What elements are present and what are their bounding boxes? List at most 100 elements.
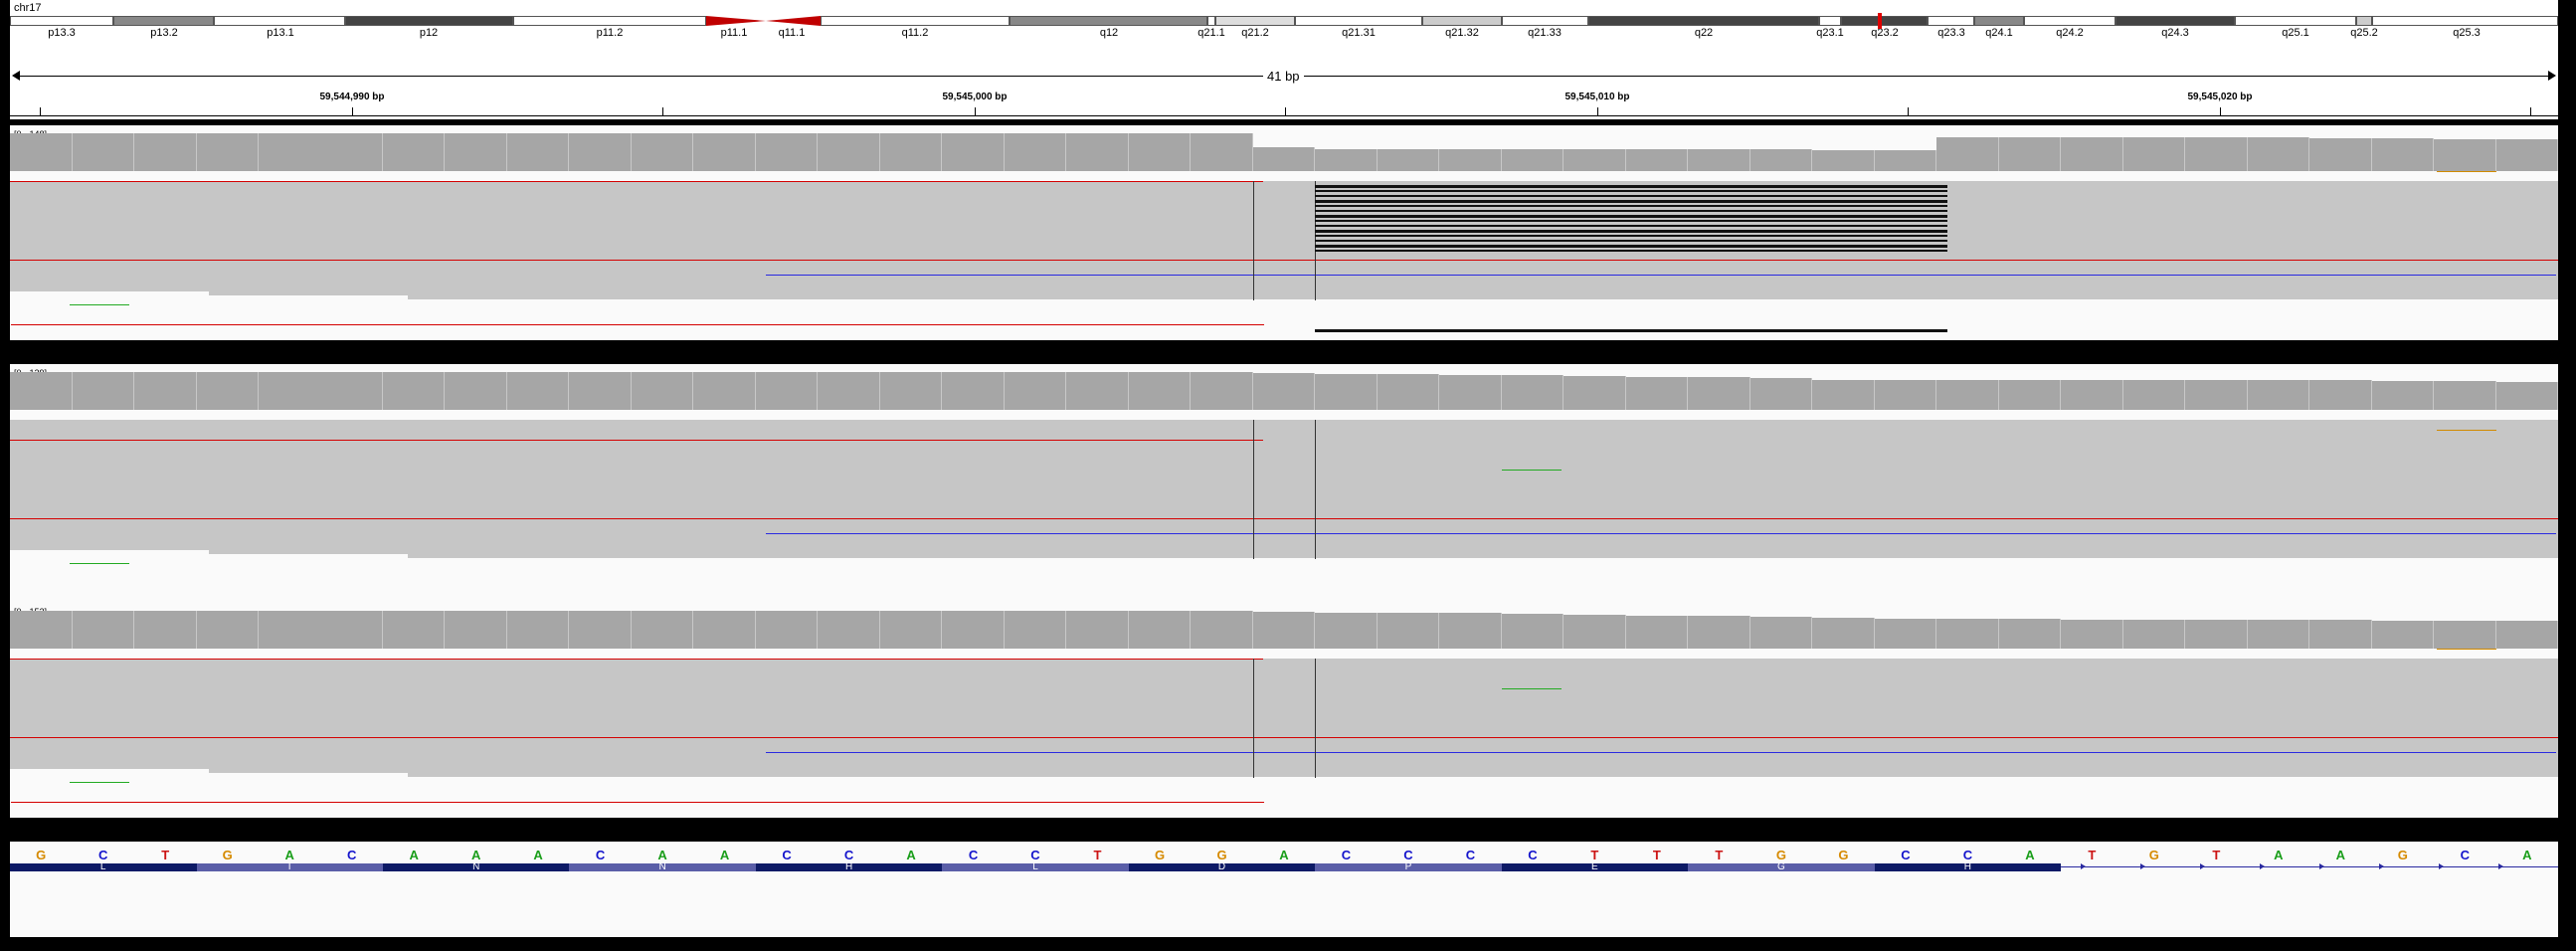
coverage-bar[interactable] [1749, 378, 1813, 410]
deletion-block[interactable] [1315, 245, 1947, 248]
coverage-bar[interactable] [2371, 381, 2434, 410]
gene-exon-codon[interactable] [1315, 863, 1502, 871]
coverage-bar[interactable] [569, 133, 632, 171]
coverage-bar[interactable] [259, 611, 321, 649]
coverage-bar[interactable] [631, 611, 694, 649]
coverage-bar[interactable] [1128, 611, 1192, 649]
coverage-bar[interactable] [72, 611, 134, 649]
gene-exon-codon[interactable] [1501, 863, 1689, 871]
coverage-bar[interactable] [1252, 147, 1316, 171]
coverage-bar[interactable] [2247, 380, 2310, 410]
alignment-track-3[interactable]: [0 - 152] [10, 603, 2558, 818]
band-q24.2[interactable] [2024, 16, 2116, 26]
gene-exon-codon[interactable] [10, 863, 197, 871]
band-q23.1[interactable] [1819, 16, 1841, 26]
coverage-bar[interactable] [10, 611, 73, 649]
coverage-bar[interactable] [879, 611, 943, 649]
band-q12[interactable] [1010, 16, 1207, 26]
deletion-block[interactable] [1315, 220, 1947, 222]
coverage-bar[interactable] [942, 372, 1005, 410]
coverage-bar[interactable] [196, 372, 259, 410]
coverage-bar[interactable] [2061, 380, 2123, 410]
coverage-bar[interactable] [1004, 611, 1067, 649]
band-q21.33[interactable] [1502, 16, 1588, 26]
coverage-bar[interactable] [1315, 374, 1378, 410]
read-stack[interactable] [10, 420, 2558, 541]
coverage-bar[interactable] [72, 133, 134, 171]
coverage-bar[interactable] [1936, 380, 1999, 410]
coverage-bar[interactable] [1749, 149, 1813, 171]
read-stack[interactable] [10, 659, 2558, 760]
coverage-bar[interactable] [1688, 616, 1750, 649]
deletion-block[interactable] [1315, 235, 1947, 237]
gene-exon-codon[interactable] [1128, 863, 1316, 871]
band-q24.3[interactable] [2116, 16, 2235, 26]
coverage-bar[interactable] [1004, 133, 1067, 171]
centromere-p11.1[interactable] [706, 16, 766, 26]
coverage-bar[interactable] [2434, 621, 2496, 649]
coverage-bar[interactable] [1749, 617, 1813, 649]
coverage-bar[interactable] [569, 372, 632, 410]
coverage-bar[interactable] [10, 133, 73, 171]
band-q25.2[interactable] [2356, 16, 2372, 26]
deletion-block[interactable] [1315, 200, 1947, 203]
coverage-bar[interactable] [72, 372, 134, 410]
coverage-bar[interactable] [259, 133, 321, 171]
deletion-block[interactable] [1315, 230, 1947, 233]
coverage-bar[interactable] [1315, 149, 1378, 171]
aligned-read[interactable] [2198, 766, 2558, 777]
coverage-bar[interactable] [2185, 380, 2248, 410]
deletion-block[interactable] [1315, 215, 1947, 218]
coverage-bar[interactable] [382, 372, 446, 410]
read-stack[interactable] [10, 181, 2558, 283]
coverage-bar[interactable] [445, 611, 507, 649]
coverage-bar[interactable] [1998, 619, 2062, 649]
deletion-block[interactable] [1315, 195, 1947, 197]
coverage-bar[interactable] [2247, 137, 2310, 171]
coverage-bar[interactable] [134, 372, 197, 410]
coverage-bar[interactable] [2371, 621, 2434, 649]
coverage-bar[interactable] [1812, 618, 1875, 649]
coverage-bar[interactable] [1625, 377, 1689, 410]
deletion-block[interactable] [1315, 210, 1947, 212]
coverage-bar[interactable] [2495, 139, 2558, 171]
coverage-bar[interactable] [755, 133, 819, 171]
coverage-bar[interactable] [879, 372, 943, 410]
band-q23.3[interactable] [1928, 16, 1974, 26]
deletion-block[interactable] [1315, 329, 1947, 332]
coverage-bar[interactable] [1501, 614, 1564, 649]
coverage-bar[interactable] [1066, 611, 1129, 649]
gene-exon-codon[interactable] [569, 863, 756, 871]
coverage-bar[interactable] [1998, 380, 2062, 410]
coverage-bar[interactable] [693, 133, 756, 171]
coverage-bar[interactable] [1874, 380, 1937, 410]
gene-exon-codon[interactable] [755, 863, 943, 871]
coverage-bar[interactable] [1377, 613, 1440, 649]
gene-exon-codon[interactable] [1874, 863, 2062, 871]
band-q11.2[interactable] [821, 16, 1010, 26]
coverage-bar[interactable] [2434, 139, 2496, 171]
band-q24.1[interactable] [1974, 16, 2024, 26]
deletion-block[interactable] [1315, 205, 1947, 207]
deletion-block[interactable] [1315, 185, 1947, 188]
band-p13.2[interactable] [113, 16, 214, 26]
coverage-bar[interactable] [1066, 133, 1129, 171]
band-p13.1[interactable] [214, 16, 345, 26]
coverage-bar[interactable] [1936, 619, 1999, 649]
coverage-bar[interactable] [1128, 372, 1192, 410]
centromere-q11.1[interactable] [766, 16, 821, 26]
coverage-bar[interactable] [1128, 133, 1192, 171]
coverage-bar[interactable] [1501, 375, 1564, 410]
coverage-bar[interactable] [1252, 612, 1316, 649]
coverage-bar[interactable] [1688, 377, 1750, 410]
coverage-bar[interactable] [942, 133, 1005, 171]
coverage-bar[interactable] [134, 611, 197, 649]
band-p12[interactable] [345, 16, 513, 26]
coverage-bar[interactable] [1004, 372, 1067, 410]
coverage-bar[interactable] [10, 372, 73, 410]
coverage-bar[interactable] [2122, 620, 2186, 649]
coverage-bar[interactable] [2122, 137, 2186, 171]
deletion-block[interactable] [1315, 190, 1947, 192]
coverage-bar[interactable] [1439, 149, 1502, 171]
band-q21.31[interactable] [1295, 16, 1422, 26]
